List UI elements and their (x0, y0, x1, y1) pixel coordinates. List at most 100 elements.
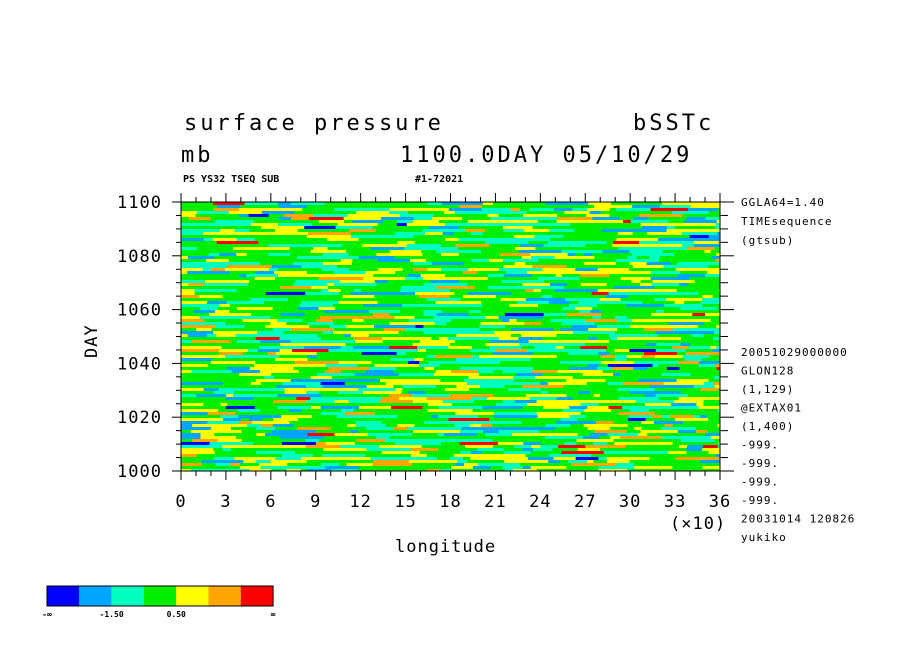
heatmap-cell (413, 400, 443, 403)
heatmap-cell (384, 439, 430, 442)
heatmap-cell (392, 253, 423, 256)
heatmap-cell (550, 319, 586, 322)
heatmap-cell (398, 376, 441, 379)
heatmap-cell (341, 370, 366, 373)
heatmap-cell (702, 466, 720, 469)
heatmap-cell (717, 445, 720, 448)
heatmap-cell (181, 349, 219, 352)
heatmap-cell (564, 226, 582, 229)
heatmap-cell (606, 283, 641, 286)
heatmap-cell (376, 436, 390, 439)
heatmap-cell (718, 208, 720, 211)
heatmap-cell (192, 424, 206, 427)
heatmap-cell (427, 268, 442, 271)
heatmap-cell (322, 385, 367, 388)
heatmap-cell (674, 301, 685, 304)
heatmap-cell (395, 388, 403, 391)
heatmap-cell (235, 436, 281, 439)
heatmap-cell (318, 277, 364, 280)
heatmap-cell (703, 403, 720, 406)
heatmap-cell (663, 382, 704, 385)
heatmap-cell (537, 220, 557, 223)
heatmap-cell (405, 277, 423, 280)
heatmap-cell (433, 316, 478, 319)
heatmap-cell (181, 304, 220, 307)
heatmap-cell (522, 466, 531, 469)
heatmap-cell (271, 469, 287, 471)
heatmap-cell (196, 394, 227, 397)
heatmap-cell (282, 382, 321, 385)
heatmap-cell (396, 352, 406, 355)
heatmap-cell (367, 433, 413, 436)
heatmap-cell (298, 370, 325, 373)
heatmap-cell (678, 397, 719, 400)
heatmap-cell (249, 256, 258, 259)
heatmap-cell (682, 214, 714, 217)
heatmap-cell (507, 379, 515, 382)
heatmap-cell (426, 259, 472, 262)
heatmap-cell (254, 220, 291, 223)
heatmap-cell (648, 370, 693, 373)
heatmap-cell (493, 415, 538, 418)
heatmap-cell (402, 385, 436, 388)
heatmap-cell (523, 229, 550, 232)
heatmap-cell (242, 319, 278, 322)
heatmap-cell (322, 262, 353, 265)
heatmap-cell (493, 358, 531, 361)
heatmap-cell (428, 211, 445, 214)
heatmap-cell (181, 277, 215, 280)
heatmap-cell (249, 469, 272, 471)
heatmap-cell (596, 421, 614, 424)
x-tick-label: 24 (529, 492, 551, 512)
heatmap-cell (192, 439, 218, 442)
heatmap-cell (181, 226, 192, 229)
heatmap-cell (408, 361, 420, 364)
heatmap-cell (606, 241, 614, 244)
heatmap-cell (358, 286, 402, 289)
heatmap-cell (576, 439, 614, 442)
heatmap-cell (532, 352, 553, 355)
heatmap-cell (608, 292, 654, 295)
heatmap-cell (543, 244, 586, 247)
heatmap-cell (587, 460, 594, 463)
heatmap-cell (368, 310, 388, 313)
heatmap-cell (428, 361, 460, 364)
heatmap-cell (623, 382, 664, 385)
heatmap-cell (535, 325, 563, 328)
heatmap-cell (554, 205, 572, 208)
heatmap-cell (719, 262, 720, 265)
heatmap-cell (320, 406, 360, 409)
heatmap-cell (501, 262, 515, 265)
heatmap-cell (505, 205, 522, 208)
heatmap-cell (588, 337, 598, 340)
heatmap-cell (627, 469, 654, 471)
heatmap-cell (655, 349, 686, 352)
heatmap-cell (303, 316, 320, 319)
heatmap-cell (305, 292, 322, 295)
heatmap-cell (605, 379, 639, 382)
heatmap-cell (259, 370, 299, 373)
heatmap-cell (574, 430, 595, 433)
heatmap-cell (699, 415, 707, 418)
heatmap-cell (333, 439, 357, 442)
heatmap-cell (350, 292, 388, 295)
side-info-line: 20051029000000 (741, 346, 848, 359)
heatmap-cell (460, 403, 496, 406)
heatmap-cell (477, 370, 494, 373)
heatmap-cell (389, 436, 423, 439)
heatmap-cell (255, 460, 271, 463)
heatmap-cell (585, 445, 627, 448)
heatmap-cell (530, 358, 569, 361)
heatmap-cell (630, 229, 667, 232)
heatmap-cell (423, 283, 468, 286)
heatmap-cell (181, 424, 193, 427)
heatmap-cell (214, 451, 256, 454)
heatmap-cell (495, 232, 532, 235)
x-tick-label: 15 (394, 492, 416, 512)
heatmap-cell (580, 241, 607, 244)
heatmap-cell (650, 277, 690, 280)
heatmap-cell (310, 406, 321, 409)
heatmap-cell (716, 454, 720, 457)
heatmap-cell (344, 220, 353, 223)
heatmap-cell (490, 226, 503, 229)
